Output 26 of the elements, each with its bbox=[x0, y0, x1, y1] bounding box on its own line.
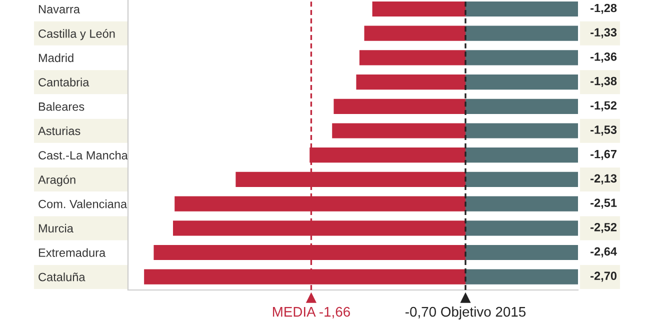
total-label: -2,51 bbox=[590, 198, 617, 209]
y-tick-label: Murcia bbox=[38, 224, 74, 233]
total-label: -1,52 bbox=[590, 101, 617, 112]
y-tick-label: Com. Valenciana bbox=[38, 200, 128, 208]
y-tick-label: Cataluña bbox=[38, 272, 86, 282]
total-label: -2,52 bbox=[590, 222, 617, 234]
y-tick-label: Asturias bbox=[38, 126, 80, 136]
ref-line-label: MEDIA -1,66 bbox=[272, 306, 350, 318]
y-tick-label: Extremadura bbox=[38, 248, 106, 257]
y-tick-label: Cast.-La Mancha bbox=[38, 150, 128, 160]
total-label: -1,67 bbox=[590, 150, 616, 160]
y-tick-label: Cantabria bbox=[38, 78, 90, 86]
y-tick-label: Navarra bbox=[38, 5, 80, 14]
total-label: -2,64 bbox=[590, 247, 617, 258]
total-label: -2,70 bbox=[590, 272, 617, 282]
y-tick-label: Madrid bbox=[38, 53, 74, 62]
total-label: -2,13 bbox=[590, 174, 617, 184]
y-tick-label: Baleares bbox=[38, 102, 84, 111]
total-label: -1,53 bbox=[590, 126, 617, 136]
total-label: -1,36 bbox=[590, 52, 617, 63]
total-label: -1,28 bbox=[590, 4, 617, 14]
y-tick-label: Aragón bbox=[38, 175, 76, 186]
total-label: -1,33 bbox=[590, 28, 617, 38]
total-label: -1,38 bbox=[590, 76, 617, 87]
y-tick-label: Castilla y León bbox=[38, 29, 115, 40]
ref-line-label: -0,70 Objetivo 2015 bbox=[406, 306, 526, 320]
